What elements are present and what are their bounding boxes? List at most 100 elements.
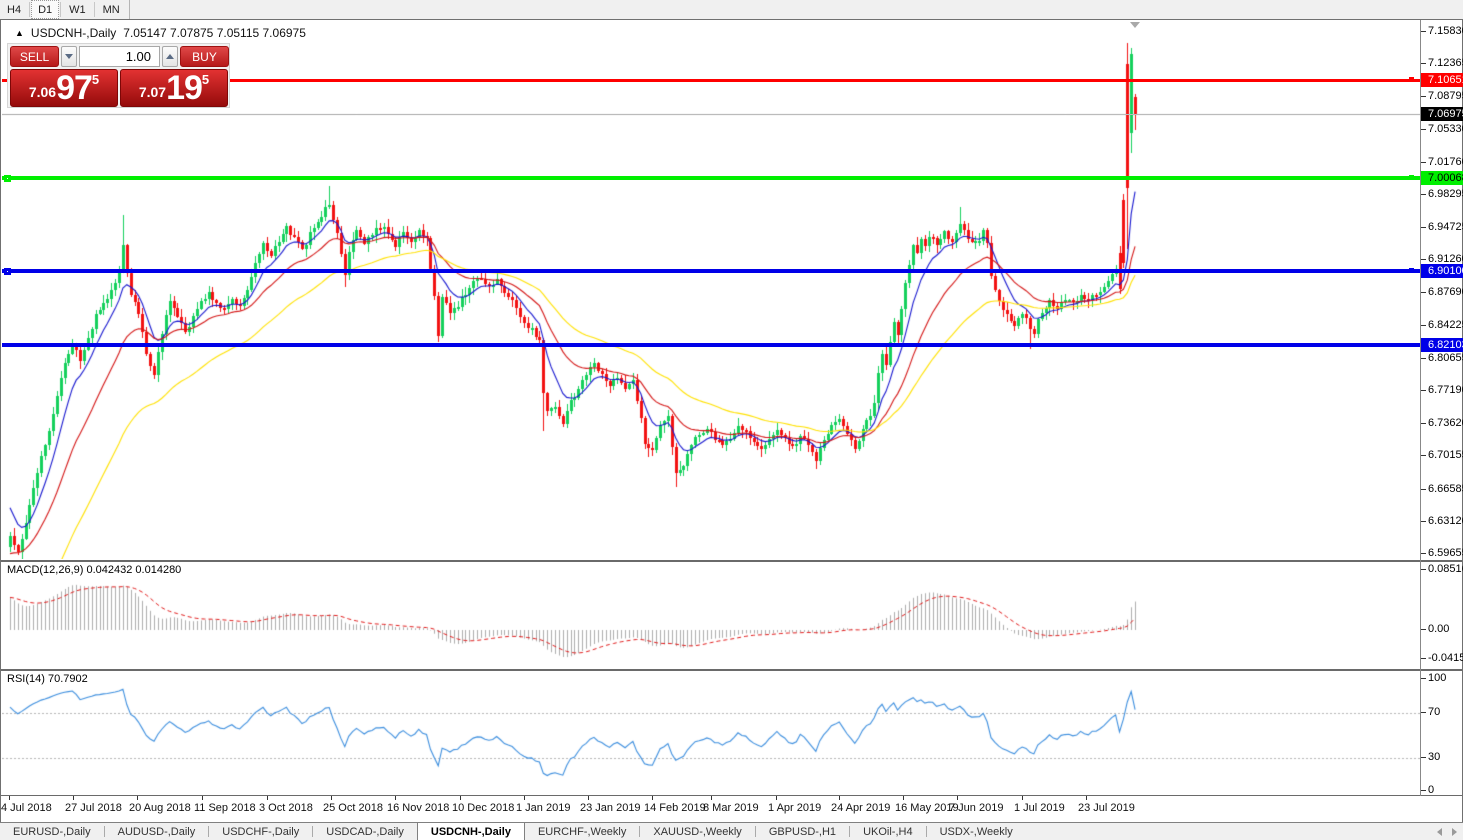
chart-tab-bar: EURUSD-,Daily AUDUSD-,Daily USDCHF-,Daily U… <box>0 822 1463 840</box>
chart-tab-usdcad-daily[interactable]: USDCAD-,Daily <box>326 825 404 838</box>
date-label: 14 Feb 2019 <box>644 802 706 814</box>
axis-tick <box>1421 756 1426 758</box>
chart-tab-usdcnh-daily[interactable]: USDCNH-,Daily <box>416 823 525 840</box>
price-level-badge: 6.90100 <box>1421 264 1463 279</box>
chart-tab-usdx-weekly[interactable]: USDX-,Weekly <box>939 825 1013 838</box>
sell-price-pips: 97 <box>56 69 93 107</box>
level-line-left-handle[interactable] <box>4 267 11 275</box>
date-tick <box>1086 796 1087 800</box>
price-axis-label: 6.87690 <box>1421 286 1463 299</box>
date-tick <box>903 796 904 800</box>
axis-tick <box>1421 520 1426 522</box>
date-tick <box>331 796 332 800</box>
chart-tab-audusd-daily[interactable]: AUDUSD-,Daily <box>117 825 196 838</box>
toolbar-separator <box>128 0 130 19</box>
date-label: 1 Jan 2019 <box>516 802 571 814</box>
price-axis-label: 6.84225 <box>1421 319 1463 332</box>
timeframe-button-h4[interactable]: H4 <box>7 3 22 16</box>
price-axis-label: 6.70155 <box>1421 449 1463 462</box>
buy-price-button[interactable]: 7.07 19 5 <box>120 69 228 107</box>
date-tick <box>588 796 589 800</box>
level-line-left-handle[interactable] <box>4 174 11 182</box>
macd-rsi-separator[interactable] <box>1 669 1462 671</box>
price-level-badge: 6.82103 <box>1421 338 1463 353</box>
chart-tab-usdchf-daily[interactable]: USDCHF-,Daily <box>222 825 300 838</box>
macd-axis-label: 0.085164 <box>1421 563 1463 576</box>
axis-tick <box>1421 390 1426 392</box>
chart-title: ▲ USDCNH-,Daily 7.05147 7.07875 7.05115 … <box>15 26 306 40</box>
axis-tick <box>1421 357 1426 359</box>
axis-tick <box>1421 31 1426 32</box>
level-line-right-handle[interactable] <box>1409 267 1414 273</box>
axis-tick <box>1421 259 1426 261</box>
tab-separator <box>754 826 756 837</box>
chart-tab-ukoil-h4[interactable]: UKOil-,H4 <box>863 825 913 838</box>
volume-increase-button[interactable] <box>162 46 178 67</box>
price-axis-label: 7.05330 <box>1421 123 1463 136</box>
chart-tab-eurusd-daily[interactable]: EURUSD-,Daily <box>13 825 91 838</box>
rsi-name: RSI(14) <box>7 673 45 685</box>
timeframe-toolbar: H4 D1 W1 MN <box>0 0 1463 19</box>
price-axis-label: 6.66585 <box>1421 483 1463 496</box>
volume-input[interactable] <box>79 46 160 67</box>
rsi-axis-label: 100 <box>1421 672 1446 685</box>
level-line-right-handle[interactable] <box>1409 76 1414 82</box>
level-line-6.82103[interactable] <box>2 343 1420 348</box>
buy-button[interactable]: BUY <box>180 46 229 67</box>
level-line-6.90100[interactable] <box>2 269 1420 274</box>
axis-tick <box>1421 455 1426 457</box>
date-label: 8 Mar 2019 <box>703 802 759 814</box>
axis-tick <box>1421 552 1426 554</box>
date-label: 27 Jul 2018 <box>65 802 122 814</box>
level-line-7.10651[interactable] <box>2 78 1420 82</box>
chart-symbol-period: USDCNH-,Daily <box>30 26 117 40</box>
chart-tab-eurchf-weekly[interactable]: EURCHF-,Weekly <box>537 825 627 838</box>
rsi-axis-label: 30 <box>1421 751 1440 764</box>
chart-tab-gbpusd-h1[interactable]: GBPUSD-,H1 <box>768 825 837 838</box>
timeframe-button-w1[interactable]: W1 <box>69 3 86 16</box>
price-axis-label: 6.63120 <box>1421 515 1463 528</box>
price-axis-label: 6.77190 <box>1421 384 1463 397</box>
timeframe-button-mn[interactable]: MN <box>102 3 120 16</box>
toolbar-separator <box>60 2 62 17</box>
price-axis-label: 7.15830 <box>1421 25 1463 38</box>
axis-tick <box>1421 658 1426 660</box>
axis-tick <box>1421 63 1426 65</box>
tab-separator <box>849 826 851 837</box>
collapse-icon[interactable]: ▲ <box>15 28 24 38</box>
axis-tick <box>1421 193 1426 195</box>
candlestick-chart-canvas[interactable] <box>2 21 1420 559</box>
scroll-left-icon[interactable] <box>1437 828 1442 836</box>
volume-decrease-button[interactable] <box>61 46 77 67</box>
macd-indicator-canvas[interactable] <box>2 562 1420 668</box>
macd-label: MACD(12,26,9) 0.042432 0.014280 <box>7 564 181 576</box>
chart-ohlc-values: 7.05147 7.07875 7.05115 7.06975 <box>123 26 306 40</box>
buy-price-pips: 19 <box>166 69 203 107</box>
level-line-right-handle[interactable] <box>1409 174 1414 180</box>
date-tick <box>395 796 396 800</box>
sell-price-button[interactable]: 7.06 97 5 <box>10 69 118 107</box>
axis-tick <box>1421 161 1426 163</box>
date-label: 24 Apr 2019 <box>831 802 891 814</box>
chart-shift-marker-icon[interactable] <box>1130 22 1140 28</box>
buy-price-big-figure: 7.07 <box>138 84 167 100</box>
chart-tab-xauusd-weekly[interactable]: XAUUSD-,Weekly <box>653 825 742 838</box>
level-line-7.00068[interactable] <box>2 176 1420 181</box>
scroll-right-icon[interactable] <box>1452 828 1457 836</box>
date-label: 16 May 2019 <box>895 802 959 814</box>
timeframe-button-d1[interactable]: D1 <box>31 0 60 19</box>
price-axis-label: 6.73620 <box>1421 417 1463 430</box>
chart-tabs: EURUSD-,Daily AUDUSD-,Daily USDCHF-,Daily U… <box>0 823 1026 840</box>
price-axis-label: 7.12365 <box>1421 57 1463 70</box>
axis-tick <box>1421 488 1426 490</box>
date-label: 10 Dec 2018 <box>452 802 515 814</box>
macd-axis-label: 0.00 <box>1421 623 1449 636</box>
rsi-indicator-canvas[interactable] <box>2 671 1420 795</box>
main-macd-separator[interactable] <box>1 560 1462 562</box>
sell-button[interactable]: SELL <box>10 46 59 67</box>
toolbar-separator <box>29 2 31 17</box>
macd-axis-label: -0.041597 <box>1421 652 1463 665</box>
price-axis-separator <box>1420 20 1421 796</box>
axis-tick <box>1421 128 1426 130</box>
